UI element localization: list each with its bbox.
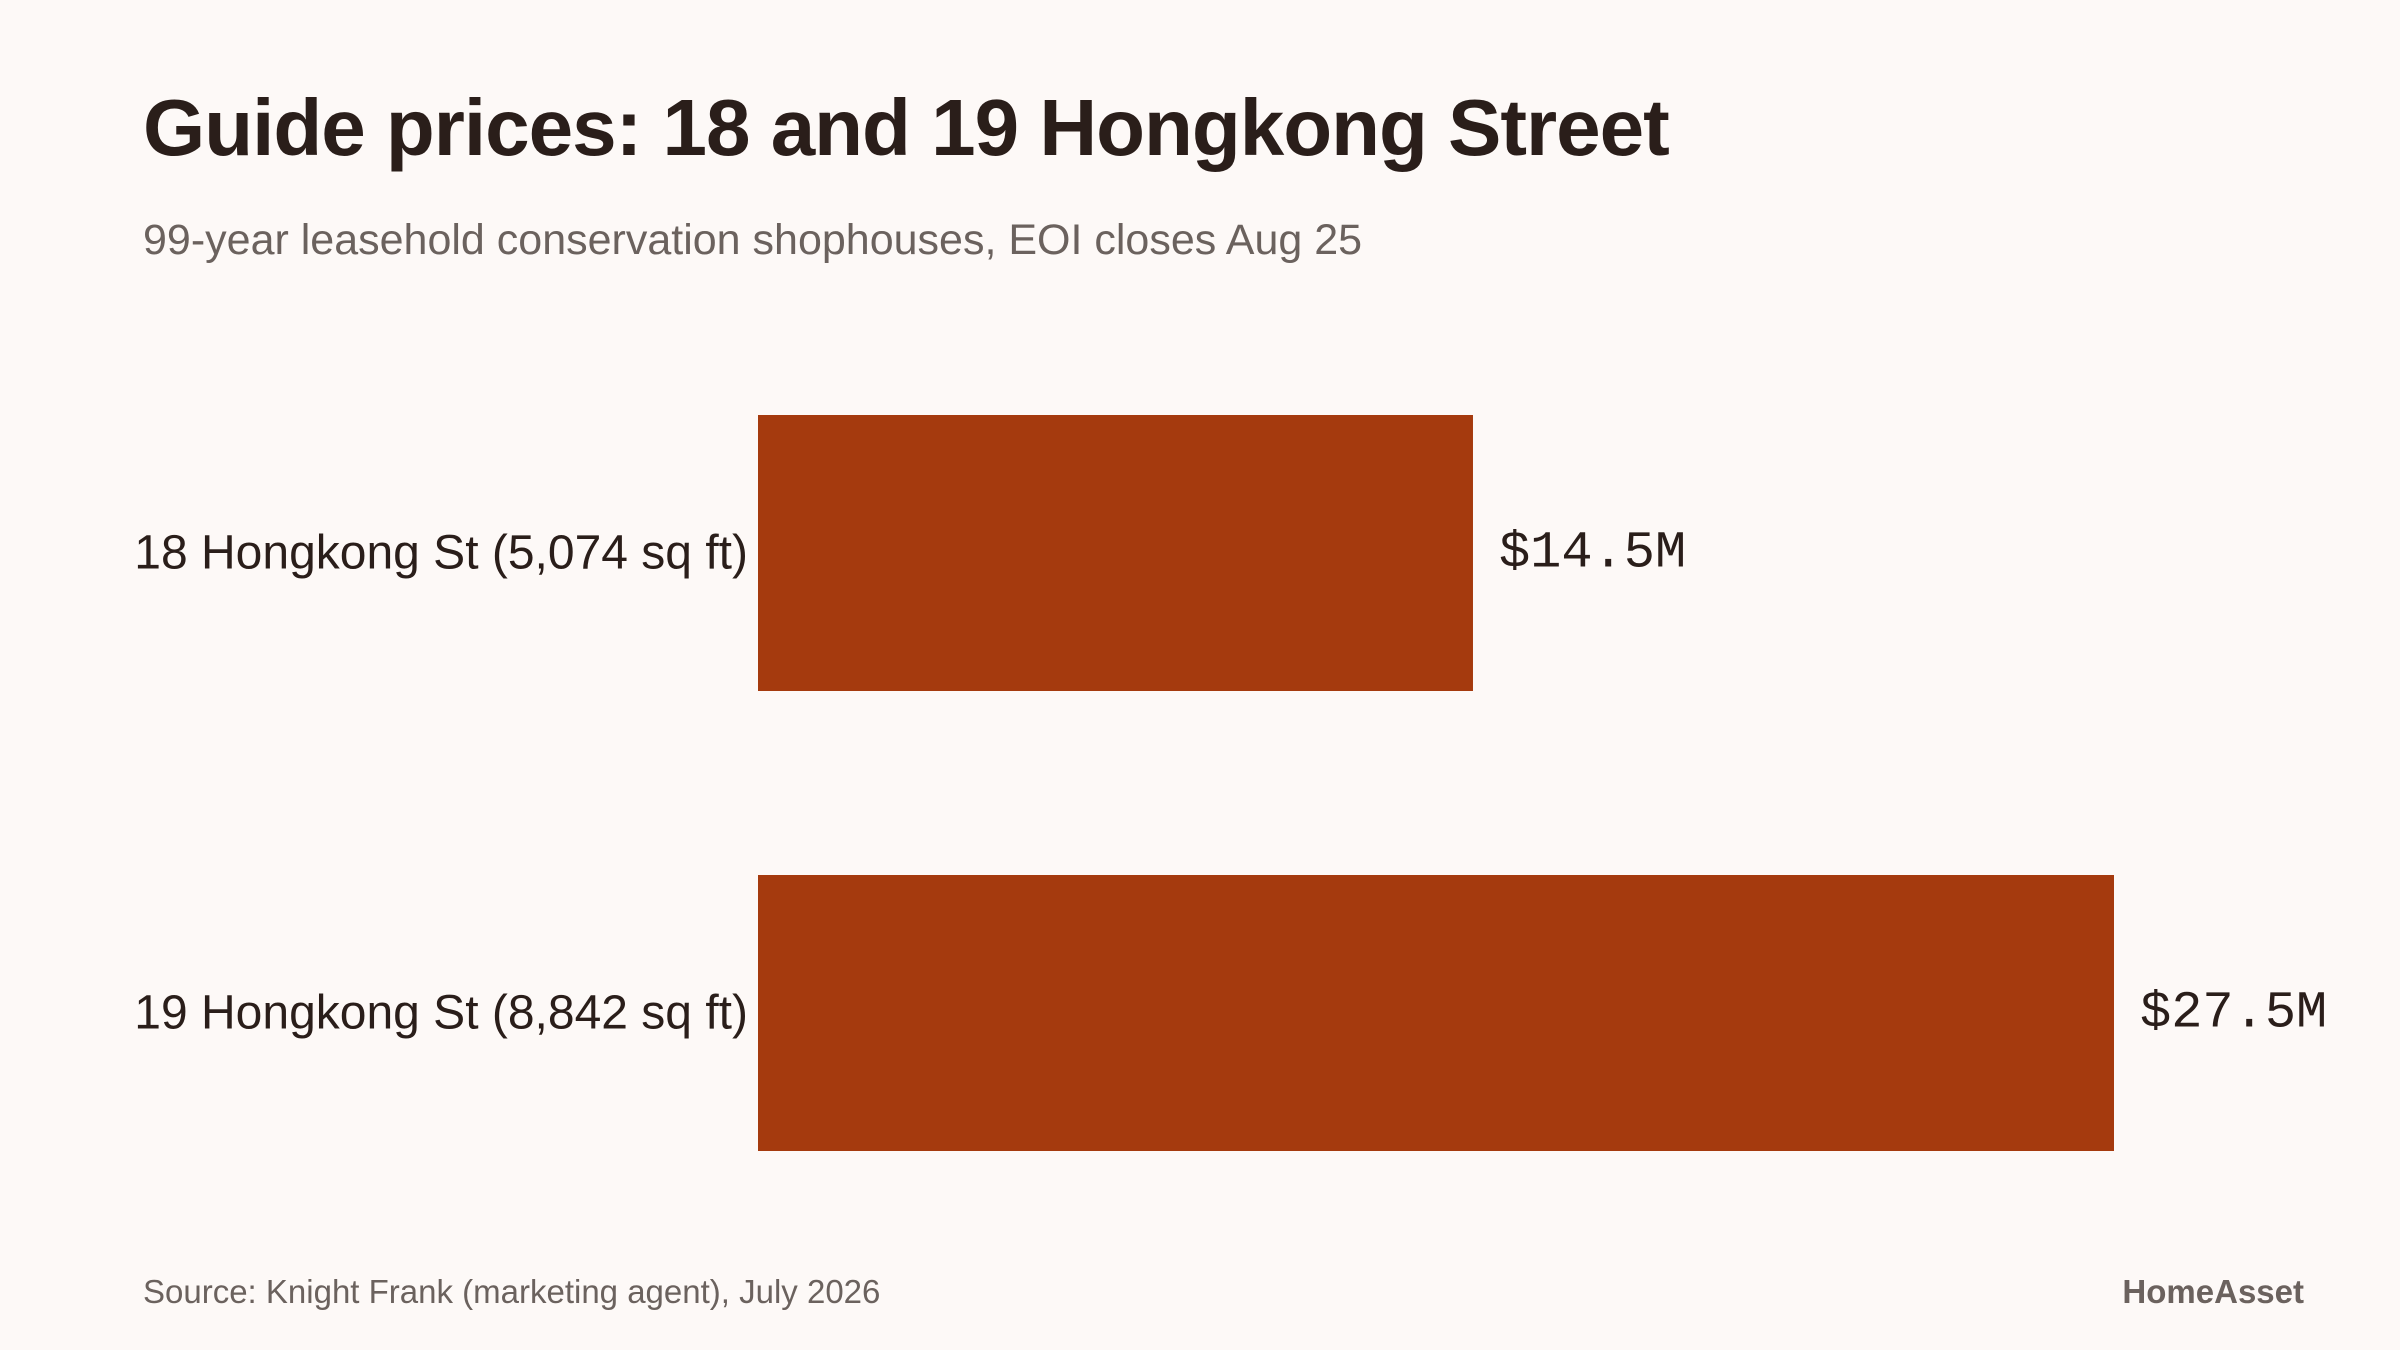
category-label-2: 19 Hongkong St (8,842 sq ft) (134, 987, 748, 1040)
bars-group: 18 Hongkong St (5,074 sq ft) $14.5M 19 Hon… (134, 415, 2327, 1151)
chart-title: Guide prices: 18 and 19 Hongkong Street (143, 83, 1670, 172)
source-note: Source: Knight Frank (marketing agent), … (143, 1273, 881, 1310)
chart-subtitle: 99-year leasehold conservation shophouse… (143, 216, 1363, 264)
brand-logo-text: HomeAsset (2122, 1273, 2304, 1310)
value-label-1: $14.5M (1499, 524, 1686, 583)
category-label-1: 18 Hongkong St (5,074 sq ft) (134, 527, 748, 580)
value-label-2: $27.5M (2140, 984, 2327, 1043)
bar-1 (758, 415, 1473, 691)
bar-2 (758, 875, 2114, 1151)
